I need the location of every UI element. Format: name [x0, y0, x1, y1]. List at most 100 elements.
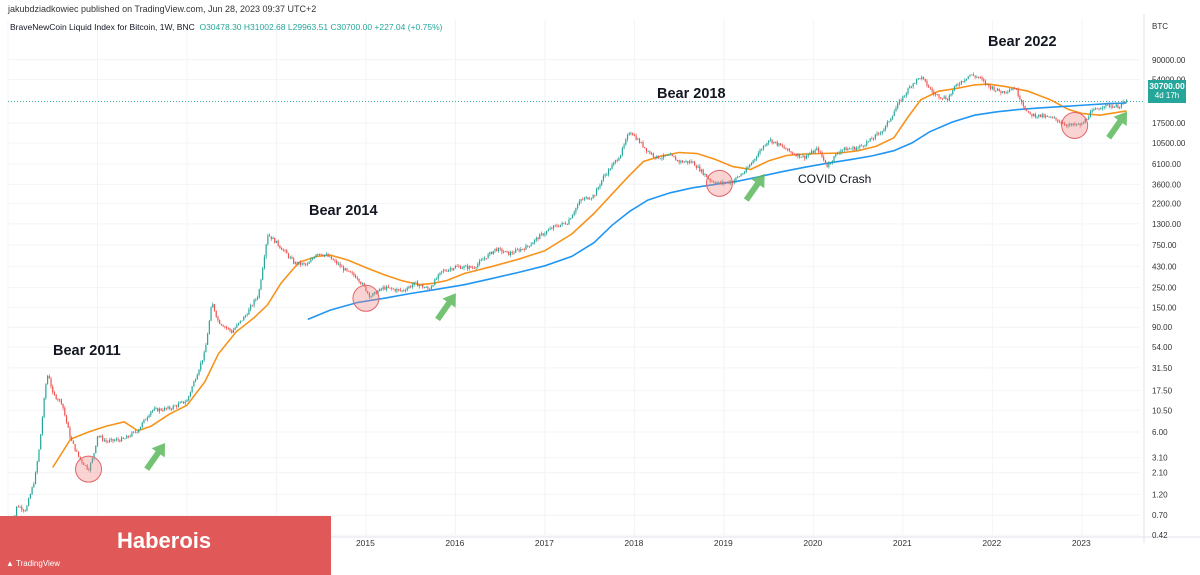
arrow-shape — [1106, 111, 1128, 140]
candle-body — [306, 263, 309, 265]
candle-body — [947, 99, 949, 101]
y-tick-label: 10500.00 — [1152, 139, 1186, 148]
candle-body — [446, 270, 448, 272]
candle-body — [1033, 113, 1035, 117]
candle-body — [1113, 106, 1116, 108]
candle-body — [795, 154, 797, 157]
candle-body — [969, 74, 971, 77]
candle-body — [681, 160, 684, 163]
candle-body — [921, 77, 923, 79]
candle-body — [1122, 101, 1124, 104]
candle-body — [513, 252, 515, 254]
candle-body — [802, 155, 804, 157]
candle-body — [472, 267, 474, 269]
candle-body — [1100, 108, 1102, 110]
candle-body — [587, 197, 589, 200]
candle-body — [897, 103, 899, 108]
candle-body — [117, 439, 119, 441]
candle-body — [200, 362, 202, 370]
x-tick-label: 2020 — [803, 538, 822, 548]
candle-body — [595, 189, 598, 196]
candle-body — [671, 154, 673, 156]
y-tick-label: 90.00 — [1152, 323, 1173, 332]
candle-body — [929, 87, 931, 89]
candle-body — [1010, 89, 1012, 91]
candle-body — [48, 375, 50, 379]
buy-arrows — [144, 111, 1128, 471]
candle-body — [293, 258, 295, 264]
candle-body — [530, 244, 532, 247]
legend-low: L29963.51 — [287, 22, 329, 32]
candle-body — [503, 252, 505, 253]
candle-body — [728, 181, 730, 184]
candle-body — [165, 407, 167, 409]
candle-body — [379, 288, 381, 292]
candle-body — [294, 262, 296, 264]
candle-body — [695, 165, 697, 168]
candle-body — [957, 84, 959, 86]
candle-body — [1125, 100, 1128, 103]
candle-body — [819, 151, 821, 153]
candle-body — [258, 289, 260, 298]
candle-body — [983, 79, 985, 81]
candle-body — [1081, 123, 1083, 126]
candle-body — [119, 440, 121, 442]
candle-body — [934, 94, 937, 96]
candle-body — [138, 429, 140, 433]
x-tick-label: 2023 — [1072, 538, 1091, 548]
candle-body — [566, 224, 568, 226]
candle-body — [248, 309, 250, 315]
candle-body — [372, 293, 374, 297]
candle-body — [256, 297, 259, 300]
candle-body — [1120, 103, 1123, 107]
candle-body — [733, 180, 735, 183]
candle-body — [346, 268, 348, 271]
candle-body — [499, 248, 501, 249]
candle-body — [253, 300, 255, 306]
candle-body — [416, 281, 419, 287]
candle-body — [392, 288, 395, 290]
candle-body — [873, 138, 875, 140]
candle-body — [65, 415, 68, 423]
candle-body — [621, 148, 623, 156]
candle-body — [749, 164, 751, 168]
candle-body — [145, 419, 147, 421]
candle-body — [726, 181, 728, 183]
candle-body — [609, 169, 611, 170]
candle-body — [924, 78, 926, 81]
candle-body — [812, 151, 814, 153]
candle-body — [324, 254, 326, 256]
candle-body — [590, 198, 592, 199]
symbol-name: BraveNewCoin Liquid Index for Bitcoin, 1… — [10, 22, 195, 32]
candle-body — [697, 166, 699, 168]
candle-body — [28, 498, 30, 506]
candle-body — [232, 329, 235, 333]
y-tick-label: 0.70 — [1152, 511, 1168, 520]
candle-body — [628, 133, 630, 136]
candle-body — [805, 155, 808, 159]
candle-body — [286, 250, 288, 254]
candle-body — [69, 427, 71, 438]
candle-body — [441, 271, 443, 273]
candle-body — [948, 95, 950, 101]
candle-body — [1088, 117, 1090, 120]
candle-body — [645, 148, 648, 152]
candle-body — [558, 226, 560, 228]
candle-body — [1017, 89, 1019, 97]
candle-body — [368, 292, 370, 297]
y-tick-label: 17.50 — [1152, 387, 1173, 396]
candle-body — [580, 199, 582, 202]
candle-body — [167, 406, 169, 409]
candle-body — [661, 157, 663, 159]
candle-body — [322, 255, 324, 256]
candle-body — [638, 138, 641, 143]
candle-body — [613, 162, 615, 165]
candle-body — [337, 263, 340, 265]
bottom-highlight-circle — [75, 455, 103, 483]
candle-body — [711, 180, 713, 182]
candle-body — [640, 142, 642, 144]
candle-body — [878, 133, 880, 135]
candle-body — [995, 90, 997, 92]
candle-body — [150, 411, 152, 416]
